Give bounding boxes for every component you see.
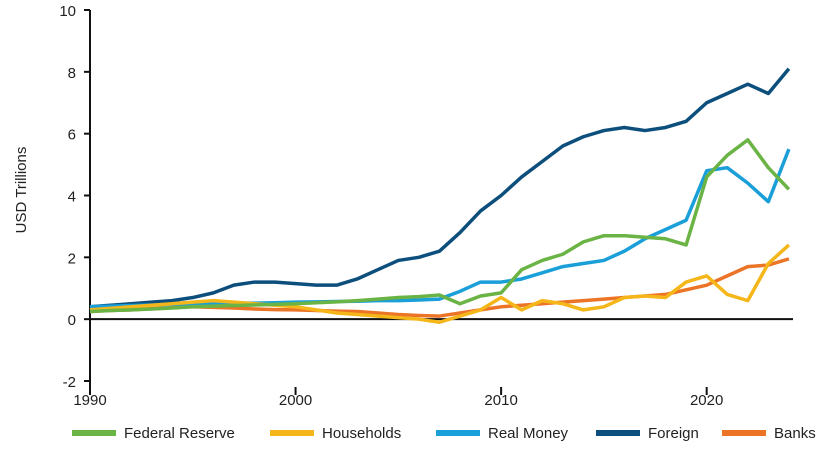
legend-label: Federal Reserve — [124, 425, 235, 442]
legend-label: Banks — [774, 425, 816, 442]
x-tick-label: 2020 — [690, 392, 723, 409]
x-tick-label: 1990 — [73, 392, 106, 409]
legend-label: Foreign — [648, 425, 699, 442]
y-tick-label: 8 — [68, 65, 76, 82]
y-tick-label: 6 — [68, 127, 76, 144]
series-line — [89, 138, 791, 314]
y-axis-label: USD Trillions — [13, 147, 30, 234]
x-tick-label: 2000 — [279, 392, 312, 409]
x-tick-label: 2010 — [484, 392, 517, 409]
series-line — [89, 148, 791, 309]
y-tick-label: -2 — [63, 374, 76, 391]
y-tick-label: 10 — [59, 3, 76, 20]
series-line — [89, 243, 791, 325]
legend-label: Real Money — [488, 425, 569, 442]
legend-label: Households — [322, 425, 401, 442]
y-tick-label: 0 — [68, 312, 76, 329]
series-line — [89, 67, 791, 309]
y-tick-label: 2 — [68, 250, 76, 267]
y-tick-label: 4 — [68, 188, 76, 205]
